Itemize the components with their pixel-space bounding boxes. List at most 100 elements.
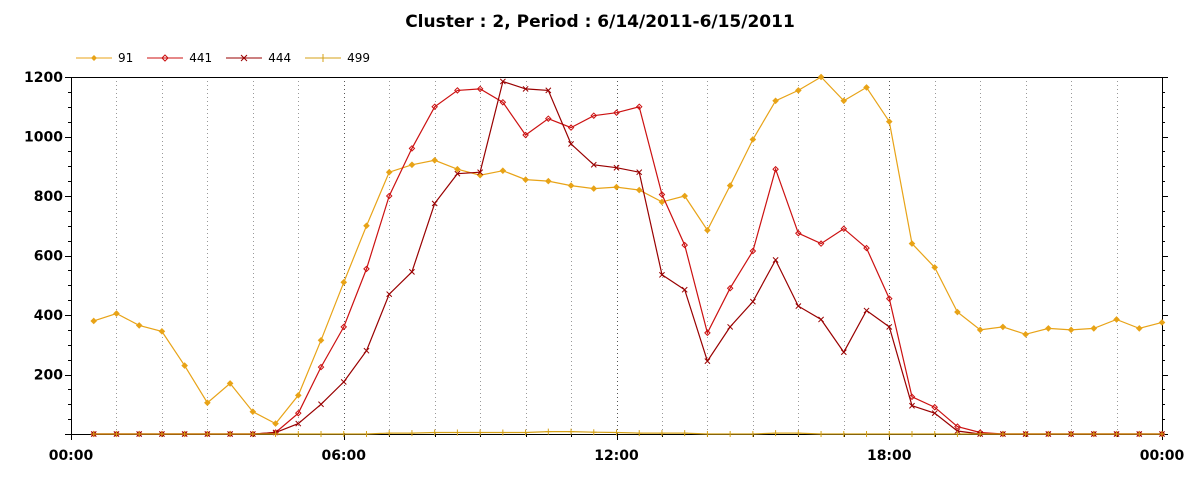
data-point-499: [954, 431, 961, 437]
series-444: [90, 78, 1165, 437]
data-point-91: [863, 84, 870, 91]
grid: [116, 77, 1118, 434]
data-point-499: [1068, 431, 1075, 437]
legend-swatch-91: [76, 55, 112, 61]
data-point-441: [340, 323, 348, 331]
legend-label-444: 444: [268, 51, 292, 65]
data-point-91: [749, 136, 757, 143]
legend-label-91: 91: [118, 51, 134, 65]
data-point-499: [1136, 431, 1143, 437]
data-point-444: [840, 349, 847, 356]
data-point-91: [976, 326, 984, 334]
data-point-499: [340, 431, 347, 437]
data-point-499: [318, 431, 325, 437]
data-point-499: [590, 429, 597, 436]
data-point-499: [295, 431, 302, 437]
data-point-91: [817, 73, 825, 81]
data-point-91: [249, 408, 257, 415]
data-point-91: [567, 182, 575, 189]
data-point-499: [158, 431, 165, 437]
series-499: [90, 428, 1165, 437]
data-point-91: [294, 392, 302, 399]
data-point-91: [135, 322, 143, 329]
data-point-91: [317, 336, 325, 344]
data-point-444: [568, 140, 574, 147]
data-point-499: [727, 431, 734, 437]
data-point-499: [931, 431, 938, 437]
legend-item-91: 91: [76, 51, 133, 65]
data-point-444: [454, 170, 461, 177]
data-point-444: [886, 323, 893, 330]
data-point-499: [568, 428, 575, 435]
data-point-441: [613, 109, 620, 117]
data-point-441: [840, 225, 848, 233]
data-point-499: [977, 431, 984, 437]
data-point-499: [499, 429, 506, 436]
data-point-444: [818, 316, 825, 323]
y-tick-label: 200: [34, 368, 63, 384]
data-point-441: [431, 103, 438, 111]
data-point-91: [272, 420, 279, 427]
chart-title: Cluster : 2, Period : 6/14/2011-6/15/201…: [405, 12, 795, 32]
data-point-499: [1022, 431, 1029, 437]
data-point-91: [204, 399, 211, 407]
data-point-441: [294, 409, 302, 417]
data-point-444: [613, 164, 620, 171]
data-point-91: [704, 226, 711, 234]
data-point-91: [499, 167, 507, 175]
data-point-441: [863, 244, 870, 252]
data-point-499: [1045, 431, 1052, 437]
data-point-91: [931, 264, 939, 271]
legend-swatch-444: [226, 54, 263, 62]
data-point-441: [931, 403, 939, 411]
data-point-499: [522, 429, 529, 436]
plot-frame: [71, 77, 1163, 435]
data-point-499: [90, 431, 97, 437]
data-point-441: [499, 98, 507, 106]
data-point-499: [204, 431, 211, 437]
data-point-444: [681, 286, 688, 293]
series: [90, 73, 1166, 438]
data-point-499: [181, 431, 188, 437]
data-point-91: [408, 161, 416, 169]
data-point-91: [772, 97, 779, 105]
data-point-499: [749, 431, 756, 437]
data-point-499: [886, 431, 893, 437]
data-point-499: [999, 431, 1006, 437]
data-point-441: [658, 191, 666, 198]
data-point-91: [1135, 325, 1143, 332]
data-point-499: [454, 429, 461, 436]
data-point-91: [1158, 319, 1166, 326]
legend-label-441: 441: [189, 51, 213, 65]
y-tick-label: 800: [34, 189, 63, 205]
data-point-91: [726, 182, 734, 189]
legend-swatch-499: [305, 54, 342, 62]
data-point-444: [863, 307, 870, 314]
data-point-444: [909, 402, 915, 409]
legend-item-444: 444: [226, 51, 291, 65]
data-point-444: [545, 87, 552, 94]
data-point-499: [818, 431, 825, 437]
data-point-91: [454, 165, 461, 173]
data-point-499: [795, 430, 802, 437]
data-point-441: [363, 265, 370, 273]
data-point-499: [408, 430, 415, 437]
data-point-499: [477, 429, 484, 436]
data-point-499: [386, 430, 393, 437]
data-point-499: [363, 431, 370, 437]
series-441: [90, 85, 1166, 438]
data-point-444: [749, 298, 756, 305]
data-point-444: [522, 85, 529, 92]
data-point-441: [545, 115, 552, 122]
data-point-91: [90, 317, 98, 325]
data-point-91: [1090, 325, 1098, 332]
data-point-91: [1113, 316, 1120, 323]
data-point-91: [795, 87, 802, 94]
data-point-444: [727, 323, 734, 330]
data-point-441: [476, 85, 484, 93]
data-point-499: [272, 431, 279, 437]
data-point-444: [363, 347, 370, 354]
data-point-444: [431, 200, 438, 207]
data-point-499: [840, 431, 847, 437]
